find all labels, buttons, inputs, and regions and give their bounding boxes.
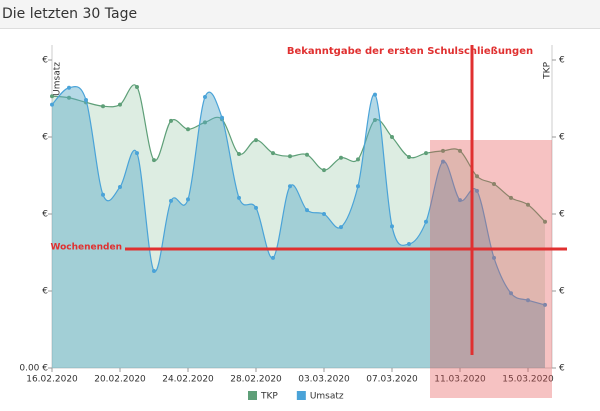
data-point [288,154,292,159]
data-point [152,268,156,273]
x-tick-label: 24.02.2020 [162,375,214,385]
data-point [356,157,360,162]
data-point [322,168,326,173]
data-point [526,202,530,207]
annotation: Wochenenden [50,243,122,253]
data-point [271,255,275,260]
data-point [390,135,394,139]
data-point [424,219,428,224]
data-point [526,298,530,303]
data-point [237,195,241,200]
series-area [52,86,545,369]
x-tick-label: 03.03.2020 [298,375,350,385]
y-tick-label: € [42,210,48,220]
data-point [271,151,275,156]
x-tick-label: 28.02.2020 [230,375,282,385]
annotation: Bekanntgabe der ersten Schulschließungen [287,46,533,57]
data-point [305,208,309,213]
data-point [322,212,326,216]
data-point [458,148,462,153]
data-point [101,192,105,197]
data-point [118,185,122,190]
data-point [254,205,258,210]
data-point [237,151,241,156]
legend-label: TKP [260,392,278,402]
y-axis-label: Umsatz [53,62,63,96]
data-point [441,148,445,153]
data-point [186,127,190,132]
y2-tick-label: € [559,287,565,297]
data-point [135,151,139,156]
data-point [84,98,88,103]
data-point [543,219,547,224]
data-point [203,94,207,99]
data-point [288,184,292,189]
data-point [305,152,309,157]
y-tick-label: € [42,56,48,66]
data-point [407,155,411,160]
data-point [441,159,445,164]
data-point [254,138,258,143]
data-point [50,94,54,99]
data-point [118,102,122,107]
data-point [67,85,71,90]
data-point [509,195,513,200]
data-point [458,198,462,203]
data-point [339,155,343,160]
data-point [509,291,513,296]
y-tick-label: 0.00 € [19,364,48,374]
data-point [203,120,207,125]
data-point [424,151,428,156]
data-point [492,255,496,260]
data-point [50,102,54,107]
y2-tick-label: € [559,56,565,66]
data-point [390,224,394,229]
data-point [152,158,156,163]
data-point [373,92,377,97]
data-point [543,302,547,307]
x-tick-label: 11.03.2020 [434,375,486,385]
data-point [67,95,71,100]
data-point [339,225,343,230]
header: Die letzten 30 Tage [0,0,600,29]
data-point [169,198,173,203]
x-tick-label: 20.02.2020 [94,375,146,385]
x-tick-label: 07.03.2020 [366,375,418,385]
data-point [135,84,139,89]
y-tick-label: € [42,133,48,143]
data-point [475,188,479,193]
data-point [101,104,105,109]
header-title: Die letzten 30 Tage [2,6,138,22]
data-point [492,181,496,186]
y2-axis-label: TKP [543,61,553,79]
legend-swatch [296,391,306,400]
data-point [475,174,479,179]
legend-label: Umsatz [310,392,344,402]
y2-tick-label: € [559,133,565,143]
x-tick-label: 15.03.2020 [502,375,554,385]
data-point [356,184,360,189]
series-area [52,84,545,369]
data-point [186,197,190,202]
y2-tick-label: € [559,364,565,374]
legend-swatch [248,391,257,400]
data-point [220,115,224,120]
data-point [407,242,411,247]
y2-tick-label: € [559,210,565,220]
data-point [373,118,377,123]
y-tick-label: € [42,287,48,297]
highlight-region [430,140,552,398]
x-tick-label: 16.02.2020 [26,375,78,385]
data-point [169,118,173,123]
